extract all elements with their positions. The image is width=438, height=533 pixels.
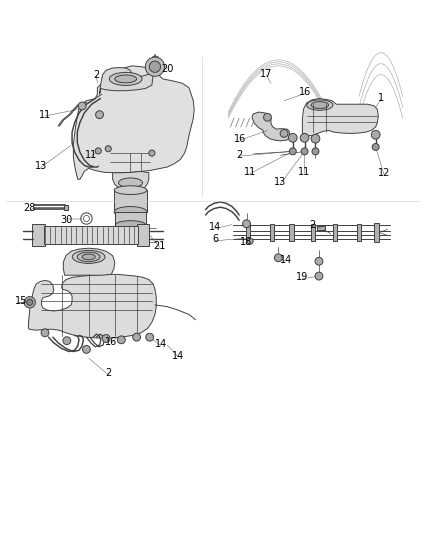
- Text: 2: 2: [93, 70, 99, 79]
- Ellipse shape: [82, 254, 95, 260]
- Circle shape: [105, 146, 111, 152]
- Ellipse shape: [311, 102, 328, 109]
- Text: 11: 11: [39, 110, 51, 120]
- Text: 18: 18: [240, 237, 252, 247]
- Circle shape: [117, 336, 125, 344]
- Circle shape: [132, 333, 140, 341]
- Polygon shape: [252, 112, 289, 141]
- Circle shape: [27, 299, 33, 305]
- Bar: [32, 224, 45, 246]
- Circle shape: [102, 335, 110, 342]
- Text: 30: 30: [60, 215, 72, 225]
- Bar: [332, 224, 336, 241]
- Text: 28: 28: [24, 203, 36, 213]
- Bar: [289, 224, 293, 241]
- Circle shape: [371, 131, 379, 139]
- Circle shape: [311, 148, 318, 155]
- Polygon shape: [99, 68, 154, 94]
- Text: 13: 13: [274, 177, 286, 187]
- Bar: [316, 227, 324, 230]
- Bar: [44, 227, 138, 244]
- Circle shape: [95, 111, 103, 119]
- Bar: [114, 190, 147, 212]
- Circle shape: [371, 143, 378, 150]
- Circle shape: [148, 150, 155, 156]
- Ellipse shape: [72, 251, 105, 263]
- Text: 14: 14: [172, 351, 184, 361]
- Ellipse shape: [109, 72, 142, 85]
- Ellipse shape: [114, 206, 147, 217]
- Bar: [269, 224, 273, 241]
- Bar: [245, 224, 250, 241]
- Circle shape: [279, 130, 287, 138]
- Text: 11: 11: [297, 167, 310, 177]
- Text: 11: 11: [244, 167, 256, 177]
- Text: 16: 16: [234, 134, 246, 144]
- Polygon shape: [73, 66, 194, 179]
- Circle shape: [242, 220, 250, 228]
- Ellipse shape: [77, 252, 100, 262]
- Circle shape: [311, 134, 319, 143]
- Text: 20: 20: [161, 64, 173, 74]
- Text: 16: 16: [299, 87, 311, 97]
- Text: 21: 21: [153, 241, 166, 251]
- Circle shape: [82, 345, 90, 353]
- Circle shape: [274, 254, 282, 262]
- Text: 19: 19: [296, 272, 308, 282]
- Text: 2: 2: [236, 150, 242, 160]
- Text: 6: 6: [212, 235, 218, 245]
- Text: 1: 1: [377, 93, 383, 103]
- Text: 11: 11: [85, 150, 97, 160]
- Text: 2: 2: [309, 221, 315, 230]
- Circle shape: [300, 133, 308, 142]
- Circle shape: [145, 57, 164, 76]
- Bar: [115, 212, 145, 225]
- Text: 13: 13: [35, 161, 47, 171]
- Circle shape: [314, 257, 322, 265]
- Circle shape: [78, 102, 86, 110]
- Circle shape: [24, 296, 35, 308]
- Ellipse shape: [114, 186, 147, 195]
- Bar: [137, 224, 149, 246]
- Bar: [311, 224, 315, 241]
- Text: 16: 16: [105, 336, 117, 346]
- Ellipse shape: [306, 100, 332, 110]
- Polygon shape: [302, 99, 378, 135]
- Circle shape: [289, 148, 296, 155]
- Bar: [356, 224, 360, 241]
- Circle shape: [95, 148, 101, 154]
- Text: 15: 15: [15, 296, 28, 306]
- Circle shape: [63, 337, 71, 344]
- Text: 14: 14: [154, 339, 166, 349]
- Text: 14: 14: [279, 255, 291, 265]
- Text: 2: 2: [105, 368, 111, 378]
- Text: 17: 17: [259, 69, 272, 79]
- Circle shape: [149, 61, 160, 72]
- Bar: [373, 223, 378, 241]
- Polygon shape: [113, 172, 148, 190]
- Text: 14: 14: [208, 222, 221, 232]
- Circle shape: [288, 133, 297, 142]
- Ellipse shape: [115, 75, 136, 83]
- Polygon shape: [63, 248, 115, 275]
- Ellipse shape: [118, 178, 142, 188]
- Circle shape: [145, 333, 153, 341]
- Text: 12: 12: [377, 168, 389, 178]
- Polygon shape: [28, 274, 156, 338]
- Circle shape: [247, 238, 253, 244]
- Circle shape: [314, 272, 322, 280]
- Bar: [64, 205, 68, 210]
- Circle shape: [41, 329, 49, 337]
- Circle shape: [300, 148, 307, 155]
- Ellipse shape: [115, 221, 145, 229]
- Circle shape: [263, 114, 271, 121]
